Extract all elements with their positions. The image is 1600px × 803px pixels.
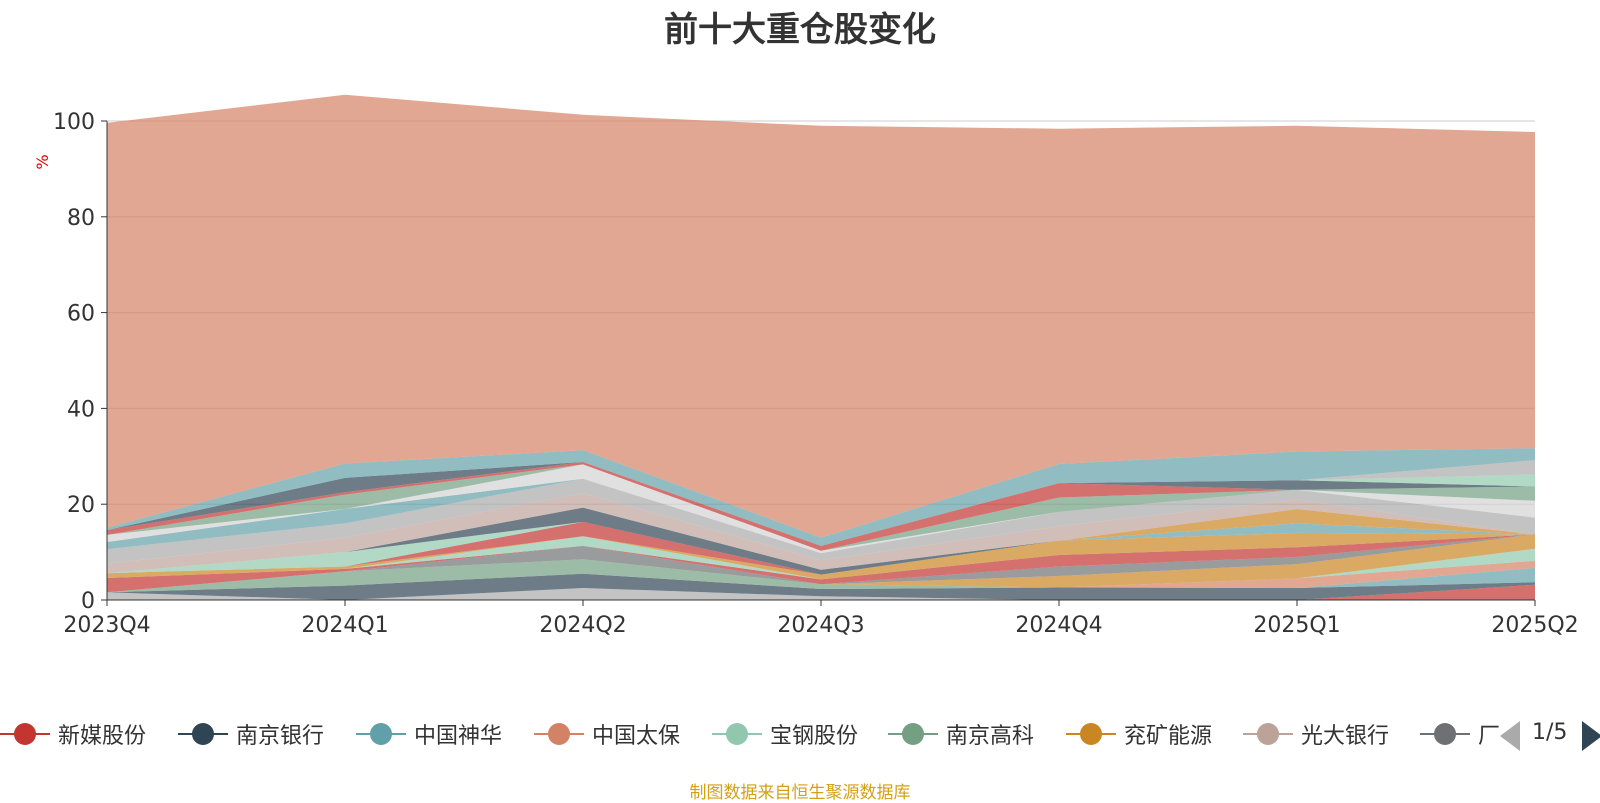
y-tick-label: 60 xyxy=(67,302,95,327)
x-tick-label: 2024Q1 xyxy=(301,613,388,638)
x-tick-label: 2023Q4 xyxy=(63,613,150,638)
area-series-0 xyxy=(107,588,1535,600)
legend-page-indicator: 1/5 xyxy=(1532,720,1568,745)
area-series-23 xyxy=(107,464,1535,551)
area-series-28 xyxy=(107,448,1535,546)
area-series-21 xyxy=(107,478,1535,554)
area-series-2 xyxy=(107,573,1535,600)
y-tick-label: 40 xyxy=(67,397,95,422)
legend-label: 南京银行 xyxy=(236,724,325,749)
legend-label: 光大银行 xyxy=(1301,724,1390,749)
area-series-19 xyxy=(107,493,1535,574)
legend-pager: 1/5 xyxy=(1500,718,1600,754)
legend-item[interactable]: 南京高科 xyxy=(888,714,1034,754)
area-series-25 xyxy=(107,462,1535,546)
area-series-16 xyxy=(107,521,1535,575)
legend-marker-icon xyxy=(1420,714,1470,754)
legend-marker-icon xyxy=(888,714,938,754)
x-tick-label: 2025Q2 xyxy=(1491,613,1578,638)
legend-marker-icon xyxy=(0,714,50,754)
legend-marker-icon xyxy=(1066,714,1116,754)
area-series-7 xyxy=(107,534,1535,593)
x-tick-label: 2025Q1 xyxy=(1253,613,1340,638)
legend-item[interactable]: 中国神华 xyxy=(356,714,502,754)
x-tick-label: 2024Q3 xyxy=(777,613,864,638)
legend-label: 中国太保 xyxy=(592,724,681,749)
legend-label: 兖矿能源 xyxy=(1124,724,1213,749)
area-layer xyxy=(107,94,1535,600)
legend-label: 厂 xyxy=(1478,724,1500,749)
area-series-6 xyxy=(107,548,1535,593)
stacked-area-chart: 0 20 40 60 80 100 2023Q4 2024Q1 2024Q2 2024Q3 2024… xyxy=(33,94,1579,638)
legend-marker-icon xyxy=(534,714,584,754)
x-tick-label: 2024Q4 xyxy=(1015,613,1102,638)
area-series-14 xyxy=(107,523,1535,575)
x-tick-label: 2024Q2 xyxy=(539,613,626,638)
legend-item[interactable]: 新媒股份 xyxy=(0,714,146,754)
legend: 新媒股份 南京银行 中国神华 中国太保 宝钢股份 南京高科 兖矿能源 光大银行 厂 xyxy=(0,714,1500,754)
legend-label: 南京高科 xyxy=(946,724,1035,749)
legend-item[interactable]: 兖矿能源 xyxy=(1066,714,1212,754)
legend-marker-icon xyxy=(712,714,762,754)
legend-label: 新媒股份 xyxy=(58,724,147,749)
legend-marker-icon xyxy=(1243,714,1293,754)
source-note: 制图数据来自恒生聚源数据库 xyxy=(689,783,911,803)
legend-item[interactable]: 宝钢股份 xyxy=(712,714,858,754)
legend-prev-arrow-icon[interactable] xyxy=(1500,721,1520,751)
legend-item[interactable]: 厂 xyxy=(1420,714,1500,754)
area-series-17 xyxy=(107,509,1535,575)
legend-item[interactable]: 南京银行 xyxy=(178,714,324,754)
legend-label: 中国神华 xyxy=(414,724,503,749)
area-series-20 xyxy=(107,478,1535,564)
y-axis-label: % xyxy=(33,154,52,169)
area-series-13 xyxy=(107,532,1535,580)
y-tick-label: 100 xyxy=(53,110,95,135)
y-tick-label: 80 xyxy=(67,206,95,231)
legend-item[interactable]: 中国太保 xyxy=(534,714,680,754)
legend-next-arrow-icon[interactable] xyxy=(1582,721,1600,751)
area-series-9 xyxy=(107,534,1535,593)
area-series-4 xyxy=(107,560,1535,593)
legend-label: 宝钢股份 xyxy=(770,724,859,749)
y-tick-label: 0 xyxy=(81,589,95,614)
area-series-29 xyxy=(107,94,1535,538)
axis-layer: 0 20 40 60 80 100 2023Q4 2024Q1 2024Q2 2024Q3 2024… xyxy=(33,110,1579,638)
legend-marker-icon xyxy=(356,714,406,754)
area-series-1 xyxy=(107,584,1535,600)
legend-item[interactable]: 光大银行 xyxy=(1243,714,1389,754)
chart-title: 前十大重仓股变化 xyxy=(664,10,936,50)
y-tick-label: 20 xyxy=(67,493,95,518)
legend-marker-icon xyxy=(178,714,228,754)
